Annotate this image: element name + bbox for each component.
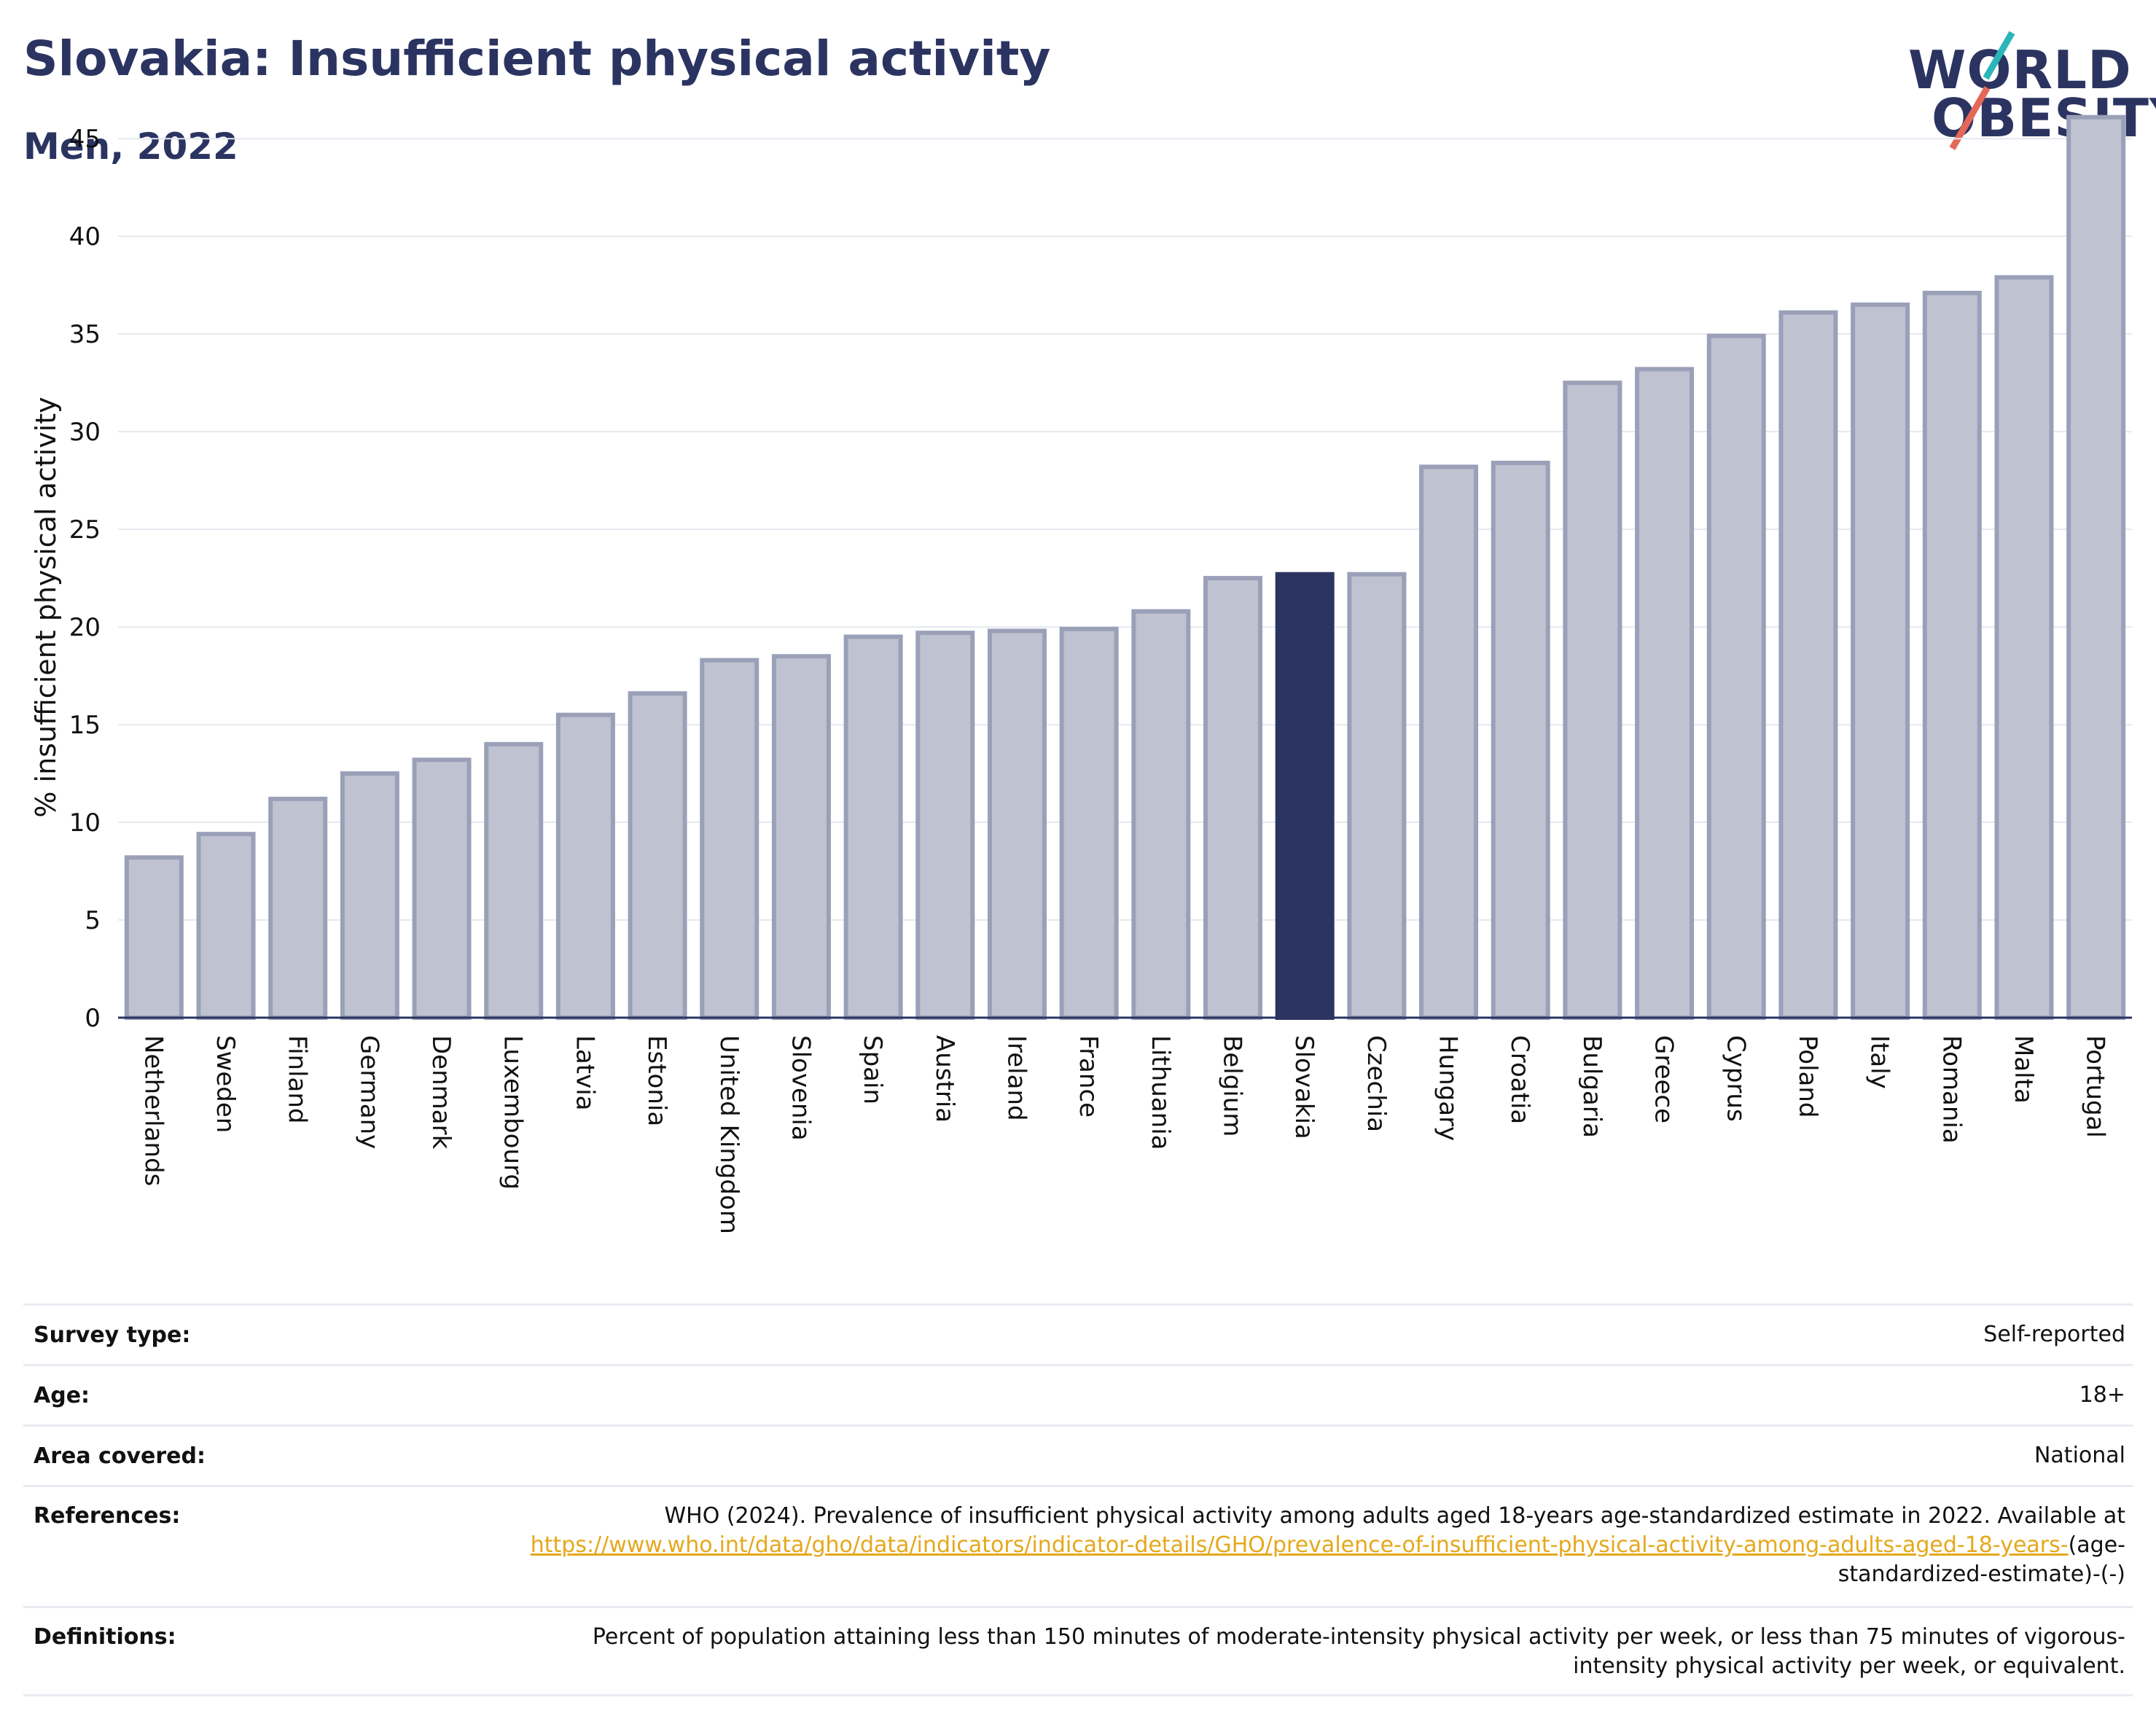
bar-luxembourg <box>484 741 544 1020</box>
bar-portugal <box>2066 114 2126 1021</box>
x-tick-label: Portugal <box>2081 1035 2110 1138</box>
row-area-covered: Area covered: National <box>23 1424 2133 1485</box>
x-tick-label: Italy <box>1865 1035 1894 1089</box>
x-tick-label: Belgium <box>1218 1035 1247 1136</box>
bar-denmark <box>412 757 472 1020</box>
references-text: WHO (2024). Prevalence of insufficient p… <box>664 1503 2125 1529</box>
logo-line-1: WORLD <box>1908 39 2132 101</box>
x-tick-label: France <box>1074 1035 1103 1118</box>
bar-slovakia <box>1275 572 1335 1020</box>
y-tick-label: 25 <box>69 515 101 545</box>
y-tick-label: 40 <box>69 222 101 252</box>
x-tick-label: Sweden <box>211 1035 240 1133</box>
bar-france <box>1059 626 1119 1020</box>
x-tick-label: Croatia <box>1505 1035 1534 1124</box>
bar-romania <box>1922 290 1982 1020</box>
row-age: Age: 18+ <box>23 1364 2133 1424</box>
page-subtitle: Men, 2022 <box>23 125 238 168</box>
bar-cyprus <box>1706 333 1766 1021</box>
bar-sweden <box>196 832 256 1021</box>
definitions-key: Definitions: <box>34 1624 176 1650</box>
bar-lithuania <box>1131 609 1191 1020</box>
bar-czechia <box>1347 572 1407 1020</box>
x-tick-label: Luxembourg <box>499 1035 528 1190</box>
references-link[interactable]: https://www.who.int/data/gho/data/indica… <box>530 1532 2069 1558</box>
y-tick-label: 30 <box>69 418 101 447</box>
y-tick-label: 0 <box>85 1004 101 1033</box>
bar-hungary <box>1419 464 1479 1020</box>
bar-greece <box>1635 367 1695 1020</box>
x-tick-label: Ireland <box>1001 1035 1031 1121</box>
area-covered-key: Area covered: <box>34 1443 206 1469</box>
survey-type-key: Survey type: <box>34 1322 191 1348</box>
definitions-value: Percent of population attaining less tha… <box>592 1624 2125 1679</box>
x-tick-label: Denmark <box>426 1035 456 1150</box>
x-tick-label: Czechia <box>1362 1035 1391 1132</box>
y-tick-label: 35 <box>69 320 101 349</box>
y-tick-label: 10 <box>69 808 101 838</box>
x-tick-label: Cyprus <box>1721 1035 1750 1122</box>
bar-germany <box>340 771 399 1020</box>
bar-poland <box>1778 310 1838 1020</box>
y-tick-label: 20 <box>69 613 101 642</box>
x-tick-label: Greece <box>1649 1035 1679 1123</box>
references-key: References: <box>34 1503 181 1529</box>
bar-netherlands <box>124 855 184 1020</box>
bar-croatia <box>1491 461 1550 1020</box>
age-key: Age: <box>34 1382 90 1408</box>
bar-italy <box>1851 302 1910 1021</box>
x-tick-label: Austria <box>930 1035 959 1123</box>
y-tick-label: 45 <box>69 125 101 154</box>
area-covered-value: National <box>2034 1443 2125 1468</box>
bar-belgium <box>1203 576 1263 1020</box>
row-definitions: Definitions: Percent of population attai… <box>23 1606 2133 1696</box>
row-references: References: WHO (2024). Prevalence of in… <box>23 1485 2133 1606</box>
y-tick-label: 5 <box>85 906 101 935</box>
survey-type-value: Self-reported <box>1983 1322 2125 1347</box>
x-tick-label: United Kingdom <box>714 1035 743 1234</box>
x-tick-label: Malta <box>2009 1035 2038 1104</box>
x-tick-label: Romania <box>1937 1035 1966 1144</box>
age-value: 18+ <box>2079 1382 2125 1408</box>
x-tick-label: Netherlands <box>138 1035 168 1186</box>
x-tick-label: Finland <box>283 1035 312 1124</box>
bar-latvia <box>555 712 615 1021</box>
bar-ireland <box>987 628 1047 1020</box>
bar-estonia <box>628 691 687 1020</box>
page-title: Slovakia: Insufficient physical activity <box>23 31 1051 87</box>
y-tick-label: 15 <box>69 711 101 740</box>
x-tick-label: Slovakia <box>1289 1035 1319 1139</box>
x-tick-label: Germany <box>354 1035 383 1149</box>
x-tick-label: Slovenia <box>786 1035 815 1141</box>
x-tick-label: Hungary <box>1434 1035 1463 1141</box>
row-survey-type: Survey type: Self-reported <box>23 1303 2133 1364</box>
metadata-table: Survey type: Self-reported Age: 18+ Area… <box>23 1303 2133 1696</box>
x-tick-label: Estonia <box>642 1035 671 1126</box>
bar-spain <box>843 634 903 1020</box>
references-value: WHO (2024). Prevalence of insufficient p… <box>485 1502 2133 1589</box>
y-axis-label: % insufficient physical activity <box>30 397 62 817</box>
x-tick-label: Poland <box>1793 1035 1822 1118</box>
bar-slovenia <box>771 654 831 1020</box>
bar-chart: 0 5 10 15 20 25 30 35 40 45 % insufficient physica… <box>30 114 2132 1234</box>
x-tick-label: Lithuania <box>1146 1035 1175 1150</box>
bar-united-kingdom <box>700 658 759 1021</box>
bar-malta <box>1994 275 2054 1021</box>
references-suffix: (age-standardized-estimate)-(-) <box>1837 1532 2125 1587</box>
x-tick-label: Spain <box>858 1035 887 1104</box>
x-tick-label: Bulgaria <box>1577 1035 1606 1138</box>
bar-bulgaria <box>1563 381 1622 1020</box>
x-tick-label: Latvia <box>570 1035 599 1111</box>
bar-austria <box>915 631 975 1020</box>
bar-finland <box>268 796 328 1020</box>
